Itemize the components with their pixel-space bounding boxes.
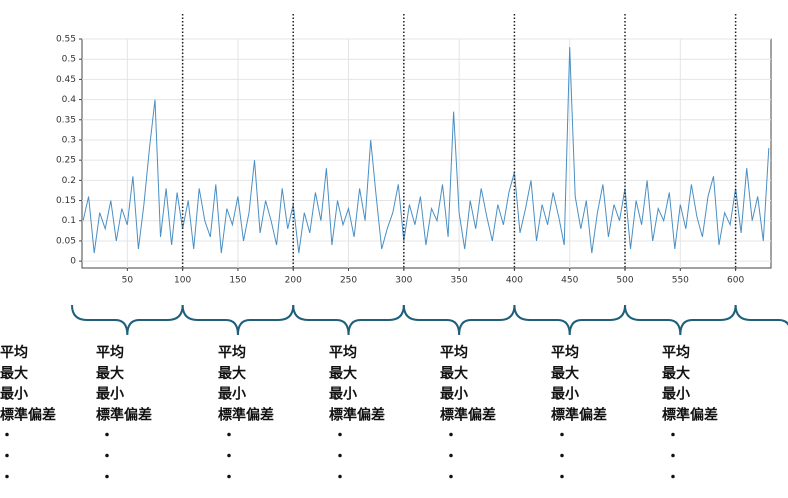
stat-label: 平均 <box>96 344 124 361</box>
stat-label: ・ <box>555 428 569 444</box>
stat-label: ・ <box>333 449 347 465</box>
x-tick-label: 550 <box>672 276 689 286</box>
stat-label: ・ <box>0 449 14 465</box>
y-tick-label: 0.55 <box>56 35 76 45</box>
stat-label: 最小 <box>551 386 579 403</box>
y-tick-label: 0.3 <box>62 135 76 145</box>
y-tick-label: 0.45 <box>56 75 76 85</box>
y-tick-label: 0.5 <box>62 55 76 65</box>
stat-label: ・ <box>100 470 114 486</box>
stat-label: 最大 <box>329 365 357 382</box>
stat-label: ・ <box>555 470 569 486</box>
stat-label: ・ <box>666 449 680 465</box>
x-tick-label: 350 <box>451 276 468 286</box>
x-tick-label: 500 <box>616 276 633 286</box>
stat-label: 最小 <box>96 386 124 403</box>
stat-label: ・ <box>100 449 114 465</box>
stat-label: 標準偏差 <box>96 406 152 423</box>
y-tick-label: 0.15 <box>56 196 76 206</box>
stat-label: ・ <box>0 428 14 444</box>
x-tick-label: 250 <box>340 276 357 286</box>
brace <box>292 304 405 336</box>
y-tick-label: 0.1 <box>62 216 76 226</box>
stat-label: ・ <box>333 470 347 486</box>
x-tick-label: 400 <box>506 276 523 286</box>
y-tick-label: 0.4 <box>62 95 77 105</box>
y-tick-label: 0.25 <box>56 156 76 166</box>
stat-label: 平均 <box>662 344 690 361</box>
x-tick-label: 200 <box>285 276 302 286</box>
stat-label: ・ <box>444 428 458 444</box>
stat-label: 最小 <box>0 386 28 403</box>
stat-label: ・ <box>333 428 347 444</box>
stat-label: 最大 <box>551 365 579 382</box>
brace <box>181 304 295 336</box>
stat-label: ・ <box>222 470 236 486</box>
stat-label: 最大 <box>0 365 28 382</box>
stat-label: ・ <box>666 470 680 486</box>
stat-label: ・ <box>100 428 114 444</box>
stat-label: 標準偏差 <box>329 406 385 423</box>
stat-label: ・ <box>666 428 680 444</box>
x-tick-label: 450 <box>561 276 578 286</box>
brace <box>624 304 737 336</box>
y-tick-label: 0.35 <box>56 115 76 125</box>
stat-label: 平均 <box>329 344 357 361</box>
y-tick-label: 0 <box>70 257 76 267</box>
stat-label: ・ <box>555 449 569 465</box>
stat-label: ・ <box>0 470 14 486</box>
stat-label: 最小 <box>329 386 357 403</box>
y-tick-label: 0.05 <box>56 236 76 246</box>
data-line <box>82 47 770 254</box>
y-tick-label: 0.2 <box>62 176 76 186</box>
stat-label: ・ <box>222 428 236 444</box>
stat-label: 最小 <box>440 386 468 403</box>
stat-label: 標準偏差 <box>218 406 274 423</box>
x-tick-label: 600 <box>727 276 744 286</box>
stat-label: 平均 <box>0 344 28 361</box>
stat-label: 平均 <box>440 344 468 361</box>
brace <box>513 304 627 336</box>
x-tick-label: 300 <box>395 276 412 286</box>
brace <box>71 304 184 336</box>
plot-frame <box>81 38 772 269</box>
stat-label: ・ <box>444 449 458 465</box>
x-tick-label: 100 <box>174 276 191 286</box>
stat-label: 最大 <box>662 365 690 382</box>
stat-label: 平均 <box>218 344 246 361</box>
stat-label: 最大 <box>218 365 246 382</box>
stat-label: 標準偏差 <box>0 406 56 423</box>
brace <box>402 304 516 336</box>
stat-label: ・ <box>222 449 236 465</box>
stat-label: 標準偏差 <box>440 406 496 423</box>
stat-label: 最大 <box>440 365 468 382</box>
stat-label: ・ <box>444 470 458 486</box>
stat-label: 標準偏差 <box>662 406 718 423</box>
stat-label: 最小 <box>662 386 690 403</box>
stat-label: 標準偏差 <box>551 406 607 423</box>
stat-label: 最大 <box>96 365 124 382</box>
brace <box>734 304 788 326</box>
x-tick-label: 50 <box>122 276 134 286</box>
x-tick-label: 150 <box>229 276 246 286</box>
stat-label: 最小 <box>218 386 246 403</box>
stat-label: 平均 <box>551 344 579 361</box>
